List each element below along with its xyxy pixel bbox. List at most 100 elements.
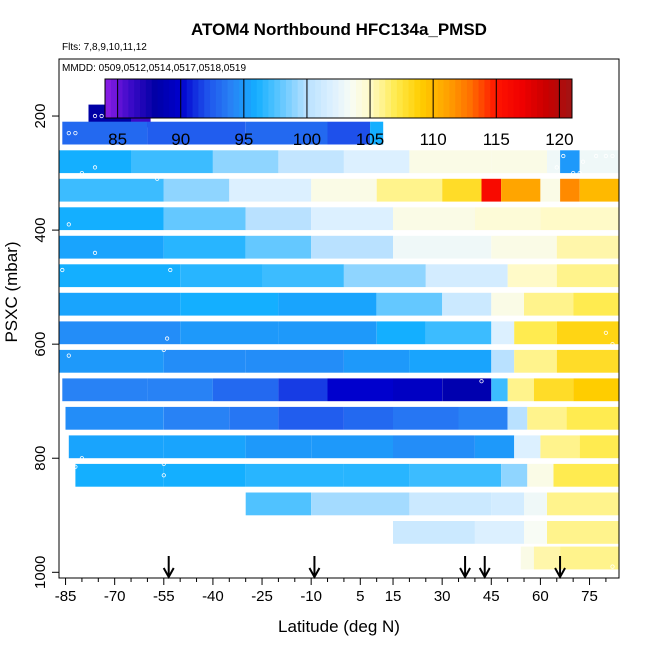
heatmap-cell (59, 349, 164, 373)
heatmap-cell (393, 235, 492, 259)
colorbar-segment (268, 79, 275, 118)
heatmap-cell (262, 264, 344, 288)
colorbar-segment (367, 79, 375, 118)
colorbar-segment (379, 79, 386, 118)
heatmap-cell (245, 235, 312, 259)
x-tick-label: -40 (202, 588, 224, 605)
colorbar-segment (461, 79, 468, 118)
colorbar-segment (140, 79, 147, 118)
colorbar-tick-label: 120 (545, 130, 573, 149)
heatmap-cell (481, 178, 502, 202)
heatmap-cell (327, 378, 393, 402)
heatmap-cell (507, 378, 534, 402)
flight-arrows (162, 556, 566, 580)
sample-point (73, 464, 78, 469)
colorbar-segment (414, 79, 421, 118)
x-tick-label: -55 (153, 588, 175, 605)
colorbar-segment (501, 79, 509, 118)
heatmap-cell (163, 178, 230, 202)
heatmap-cell (560, 546, 619, 570)
heatmap-cell (229, 178, 312, 202)
heatmap-cell (245, 207, 312, 231)
colorbar-segment (426, 79, 433, 118)
colorbar-segment (262, 79, 269, 118)
heatmap-cell (425, 264, 508, 288)
flight-arrow (162, 556, 175, 580)
sample-point (593, 153, 599, 159)
heatmap-cell (147, 378, 213, 402)
colorbar-segment (169, 79, 176, 118)
heatmap-cell (442, 292, 492, 316)
sample-point (155, 176, 160, 181)
flight-arrow (459, 556, 471, 580)
colorbar-segment (198, 79, 205, 118)
heatmap-cell (278, 292, 377, 316)
sample-point (66, 353, 71, 358)
colorbar-segment (309, 79, 316, 118)
heatmap-cell (229, 406, 279, 430)
colorbar-segment (180, 79, 188, 118)
heatmap-cell (245, 435, 312, 459)
heatmap-cell (311, 435, 394, 459)
sample-point (554, 165, 559, 170)
colorbar-segment (472, 79, 480, 118)
colorbar-tick-label: 95 (234, 130, 253, 149)
heatmap-cell (212, 378, 279, 402)
colorbar-tick-label: 105 (356, 130, 384, 149)
colorbar-segment (373, 79, 380, 118)
heatmap-cell (65, 406, 164, 430)
heatmap-cell (163, 349, 246, 373)
x-axis-label: Latitude (deg N) (278, 617, 400, 636)
colorbar-segment (274, 79, 281, 118)
colorbar-segment (192, 79, 199, 118)
colorbar-tick-label: 90 (171, 130, 190, 149)
heatmap-cell (180, 264, 263, 288)
colorbar-segment (356, 79, 363, 118)
sample-point (580, 159, 586, 164)
heatmap-cell (474, 521, 524, 544)
colorbar-segment (449, 79, 456, 118)
colorbar-segment (455, 79, 462, 118)
heatmap-cell (343, 349, 410, 373)
sample-point (92, 113, 98, 119)
heatmap-cell (343, 150, 410, 174)
x-tick-label: 45 (483, 588, 500, 605)
colorbar-segment (291, 79, 299, 118)
colorbar-segment (391, 79, 398, 118)
colorbar-segment (227, 79, 234, 118)
x-tick-label: 75 (581, 588, 598, 605)
flight-arrow (478, 556, 491, 580)
sample-point (66, 131, 71, 136)
colorbar-segment (245, 79, 252, 118)
x-tick-label: -25 (251, 588, 273, 605)
sample-point (610, 153, 615, 159)
heatmap-cell (540, 178, 560, 202)
heatmap-cell (501, 178, 541, 202)
x-axis: -85 -70 -55 -40 -25 -10 5 15 30 45 60 75 (55, 578, 607, 605)
heatmap-cell (376, 321, 426, 345)
colorbar-segment (531, 79, 538, 118)
y-tick-label: 200 (32, 104, 49, 129)
heatmap-cell (409, 349, 492, 373)
x-tick-label: 30 (434, 588, 451, 605)
heatmap-cell (59, 235, 164, 259)
heatmap-cell (501, 463, 528, 487)
heatmap-cell (343, 406, 393, 430)
colorbar-segment (110, 79, 118, 118)
heatmap-cell (393, 378, 443, 402)
heatmap-cell (556, 349, 619, 373)
heatmap-cell (409, 150, 492, 174)
sample-point (597, 458, 602, 464)
colorbar-segment (554, 79, 561, 118)
sample-point (603, 330, 609, 335)
heatmap-cell (131, 150, 213, 174)
heatmap-cell (556, 235, 619, 259)
heatmap-cell (327, 121, 371, 145)
heatmap-cell (425, 321, 492, 345)
sample-point (577, 171, 582, 176)
colorbar-segment (221, 79, 229, 118)
heatmap-cell (163, 463, 246, 487)
heatmap-cell (556, 321, 619, 345)
heatmap-cell (245, 121, 328, 145)
